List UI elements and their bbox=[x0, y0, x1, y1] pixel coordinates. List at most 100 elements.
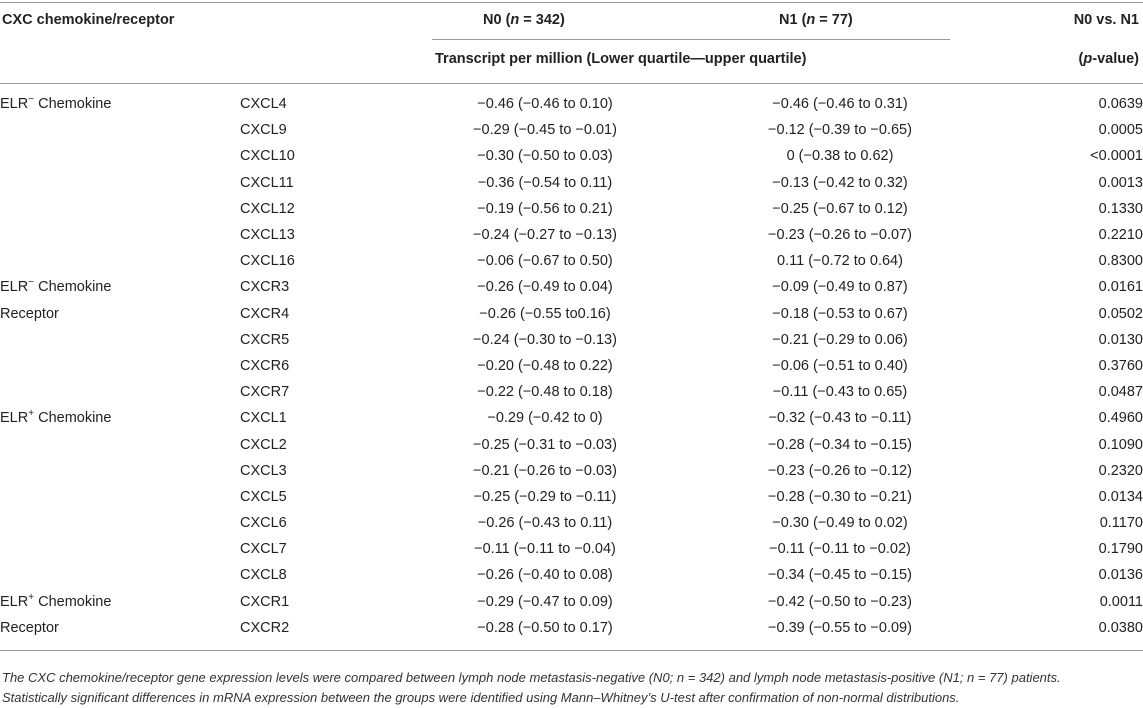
footnote-line-1: The CXC chemokine/receptor gene expressi… bbox=[2, 670, 1061, 685]
n0-value: −0.30 (−0.50 to 0.03) bbox=[477, 148, 613, 165]
group-label bbox=[0, 510, 240, 536]
n0-value: −0.29 (−0.42 to 0) bbox=[487, 410, 603, 427]
chemokine-code: CXCL11 bbox=[240, 174, 294, 191]
n1-value: −0.12 (−0.39 to −0.65) bbox=[768, 122, 912, 139]
n1-value: 0 (−0.38 to 0.62) bbox=[786, 148, 894, 165]
n0-value: −0.25 (−0.31 to −0.03) bbox=[473, 436, 617, 453]
n0-value: −0.25 (−0.29 to −0.11) bbox=[473, 488, 617, 505]
table-row: CXCR6 −0.20 (−0.48 to 0.22) −0.06 (−0.51 t… bbox=[0, 353, 1143, 379]
subheader-transcript-per-million: Transcript per million (Lower quartile—u… bbox=[435, 51, 807, 67]
n0-value: −0.11 (−0.11 to −0.04) bbox=[474, 541, 616, 558]
table-row: CXCL5 −0.25 (−0.29 to −0.11) −0.28 (−0.30 … bbox=[0, 484, 1143, 510]
group-label: Receptor bbox=[0, 619, 59, 636]
table-row: ELR− Chemokine CXCR3 −0.26 (−0.49 to 0.04)… bbox=[0, 274, 1143, 300]
n1-value: 0.11 (−0.72 to 0.64) bbox=[777, 253, 903, 270]
header-group-rule bbox=[432, 39, 950, 40]
top-rule bbox=[0, 2, 1143, 3]
p-value: 0.0161 bbox=[1098, 279, 1143, 296]
table-row: CXCL13 −0.24 (−0.27 to −0.13) −0.23 (−0.26… bbox=[0, 222, 1143, 248]
p-value: 0.0639 bbox=[1098, 96, 1143, 113]
chemokine-code: CXCR2 bbox=[240, 619, 290, 636]
p-value: 0.1330 bbox=[1098, 200, 1143, 217]
p-value: 0.0502 bbox=[1098, 305, 1143, 322]
n0-value: −0.46 (−0.46 to 0.10) bbox=[477, 96, 613, 113]
p-value: <0.0001 bbox=[1090, 148, 1143, 165]
group-label bbox=[0, 170, 240, 196]
n0-value: −0.19 (−0.56 to 0.21) bbox=[477, 200, 613, 217]
table-row: CXCL11 −0.36 (−0.54 to 0.11) −0.13 (−0.42 … bbox=[0, 170, 1143, 196]
chemokine-code: CXCL16 bbox=[240, 253, 295, 270]
p-value: 0.3760 bbox=[1098, 357, 1143, 374]
table-row: CXCL9 −0.29 (−0.45 to −0.01) −0.12 (−0.39 … bbox=[0, 117, 1143, 143]
chemokine-code: CXCR4 bbox=[240, 305, 290, 322]
group-label bbox=[0, 562, 240, 588]
table-row: CXCL7 −0.11 (−0.11 to −0.04) −0.11 (−0.11 … bbox=[0, 536, 1143, 562]
group-label bbox=[0, 379, 240, 405]
table-row: CXCL16 −0.06 (−0.67 to 0.50) 0.11 (−0.72 t… bbox=[0, 248, 1143, 274]
group-label bbox=[0, 327, 240, 353]
table-row: CXCL8 −0.26 (−0.40 to 0.08) −0.34 (−0.45 t… bbox=[0, 562, 1143, 588]
n0-value: −0.20 (−0.48 to 0.22) bbox=[477, 357, 613, 374]
table-row: ELR+ Chemokine CXCL1 −0.29 (−0.42 to 0) −0.… bbox=[0, 405, 1143, 431]
header-n0-vs-n1: N0 vs. N1 bbox=[1073, 12, 1139, 28]
chemokine-code: CXCL4 bbox=[240, 96, 287, 113]
table-row: CXCL3 −0.21 (−0.26 to −0.03) −0.23 (−0.26 … bbox=[0, 458, 1143, 484]
table-row: CXCL12 −0.19 (−0.56 to 0.21) −0.25 (−0.67 … bbox=[0, 196, 1143, 222]
n0-value: −0.29 (−0.47 to 0.09) bbox=[477, 593, 613, 610]
n0-value: −0.28 (−0.50 to 0.17) bbox=[477, 619, 613, 636]
n0-value: −0.26 (−0.43 to 0.11) bbox=[477, 515, 613, 532]
chemokine-code: CXCL1 bbox=[240, 410, 287, 427]
chemokine-code: CXCL10 bbox=[240, 148, 295, 165]
n1-value: −0.06 (−0.51 to 0.40) bbox=[772, 357, 908, 374]
table-row: Receptor CXCR2 −0.28 (−0.50 to 0.17) −0.39 … bbox=[0, 615, 1143, 641]
footnote: The CXC chemokine/receptor gene expressi… bbox=[2, 668, 1142, 708]
n1-value: −0.28 (−0.34 to −0.15) bbox=[768, 436, 912, 453]
n0-value: −0.26 (−0.55 to0.16) bbox=[479, 305, 611, 322]
n0-value: −0.29 (−0.45 to −0.01) bbox=[473, 122, 617, 139]
p-value: 0.1790 bbox=[1098, 541, 1143, 558]
group-label bbox=[0, 536, 240, 562]
p-value: 0.0380 bbox=[1098, 619, 1143, 636]
n1-value: −0.46 (−0.46 to 0.31) bbox=[772, 96, 908, 113]
table-row: CXCR5 −0.24 (−0.30 to −0.13) −0.21 (−0.29 … bbox=[0, 327, 1143, 353]
table-row: CXCL2 −0.25 (−0.31 to −0.03) −0.28 (−0.34 … bbox=[0, 431, 1143, 457]
p-value: 0.0013 bbox=[1098, 174, 1143, 191]
n0-value: −0.26 (−0.49 to 0.04) bbox=[477, 279, 613, 296]
table-row: ELR− Chemokine CXCL4 −0.46 (−0.46 to 0.10)… bbox=[0, 91, 1143, 117]
header-chemokine-receptor: CXC chemokine/receptor bbox=[2, 12, 175, 28]
chemokine-code: CXCL13 bbox=[240, 227, 295, 244]
chemokine-code: CXCL9 bbox=[240, 122, 287, 139]
chemokine-code: CXCL7 bbox=[240, 541, 287, 558]
table-row: CXCL10 −0.30 (−0.50 to 0.03) 0 (−0.38 to 0… bbox=[0, 143, 1143, 169]
n0-value: −0.36 (−0.54 to 0.11) bbox=[477, 174, 613, 191]
p-value: 0.0005 bbox=[1098, 122, 1143, 139]
bottom-rule bbox=[0, 650, 1143, 651]
n1-value: −0.42 (−0.50 to −0.23) bbox=[768, 593, 912, 610]
n1-value: −0.18 (−0.53 to 0.67) bbox=[772, 305, 908, 322]
group-label bbox=[0, 248, 240, 274]
n0-value: −0.22 (−0.48 to 0.18) bbox=[477, 384, 613, 401]
n1-value: −0.11 (−0.11 to −0.02) bbox=[769, 541, 911, 558]
n1-value: −0.39 (−0.55 to −0.09) bbox=[768, 619, 912, 636]
chemokine-code: CXCR3 bbox=[240, 279, 290, 296]
group-label: ELR+ Chemokine bbox=[0, 408, 112, 427]
chemokine-code: CXCL6 bbox=[240, 515, 287, 532]
group-label: Receptor bbox=[0, 305, 59, 322]
table-row: ELR+ Chemokine CXCR1 −0.29 (−0.47 to 0.09)… bbox=[0, 589, 1143, 615]
p-value: 0.8300 bbox=[1098, 253, 1143, 270]
chemokine-code: CXCR7 bbox=[240, 384, 290, 401]
header-p-value: (p-value) bbox=[1078, 51, 1139, 67]
chemokine-code: CXCR5 bbox=[240, 331, 290, 348]
p-value: 0.0134 bbox=[1098, 488, 1143, 505]
group-label: ELR+ Chemokine bbox=[0, 591, 112, 610]
p-value: 0.0011 bbox=[1099, 593, 1143, 610]
n1-value: −0.21 (−0.29 to 0.06) bbox=[772, 331, 908, 348]
group-label bbox=[0, 353, 240, 379]
n1-value: −0.30 (−0.49 to 0.02) bbox=[772, 515, 908, 532]
p-value: 0.1170 bbox=[1099, 515, 1143, 532]
n1-value: −0.32 (−0.43 to −0.11) bbox=[768, 410, 912, 427]
group-label bbox=[0, 143, 240, 169]
n0-value: −0.24 (−0.30 to −0.13) bbox=[473, 331, 617, 348]
chemokine-code: CXCL3 bbox=[240, 462, 287, 479]
chemokine-code: CXCR1 bbox=[240, 593, 290, 610]
